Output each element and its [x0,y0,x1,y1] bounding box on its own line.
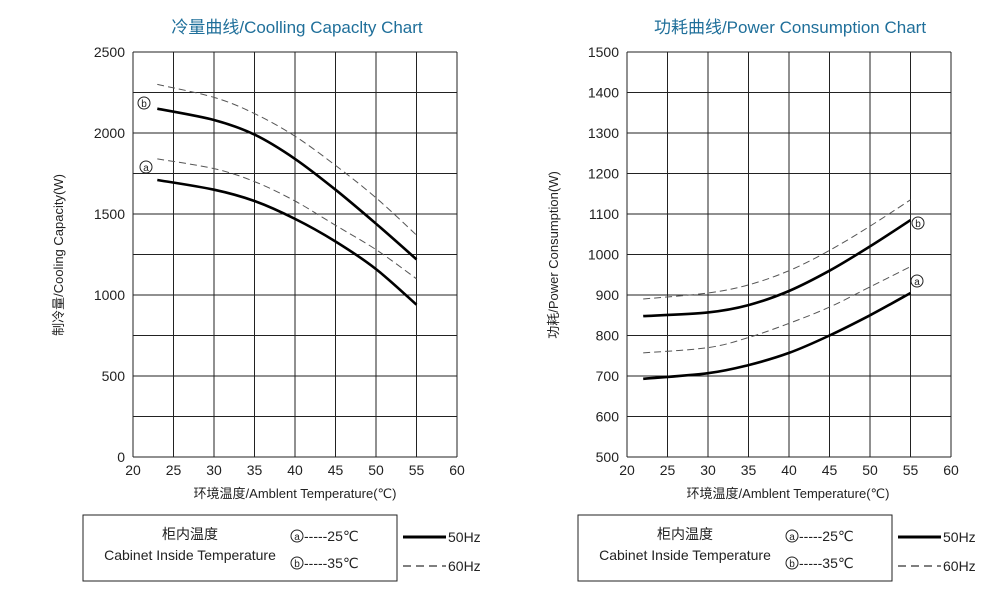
marker-a-icon [785,529,799,543]
cooling-x-tick-label: 25 [166,462,182,478]
cooling-y-tick-label: 500 [102,368,126,384]
power-chart-title: 功耗曲线/Power Consumption Chart [654,18,926,37]
power-x-tick-label: 60 [943,462,959,478]
legend-dash-label: 60Hz [448,558,481,574]
cooling-x-axis-label: 环境温度/Amblent Temperature(℃) [194,486,397,501]
power-marker-b-icon [911,216,925,230]
marker-b-icon [290,556,304,570]
power-y-tick-label: 500 [596,449,620,465]
cooling-x-tick-label: 40 [287,462,303,478]
power-y-tick-label: 800 [596,328,620,344]
cooling-marker-b-letter: b [141,99,147,110]
power-ticks: 20 25 30 35 40 45 50 55 60 500 600 700 800 900 1000 110… [588,44,959,478]
cooling-x-tick-label: 55 [409,462,425,478]
legend-solid-label: 50Hz [943,529,976,545]
power-y-axis-label: 功耗/Power Consumption(W) [546,171,561,339]
marker-b-icon [785,556,799,570]
legend-box [577,514,893,582]
cooling-y-tick-label: 1000 [94,287,125,303]
marker-b-letter: b [294,559,300,570]
cooling-x-tick-label: 20 [125,462,141,478]
legend-dash-label: 60Hz [943,558,976,574]
power-x-tick-label: 50 [862,462,878,478]
power-y-tick-label: 1100 [589,206,619,222]
marker-b-letter: b [789,559,795,570]
cooling-chart-title: 冷量曲线/Coolling Capaclty Chart [171,18,423,37]
power-series-a-50hz-line [643,291,912,381]
legend-b-label: -----35℃ [799,555,854,571]
power-y-tick-label: 1300 [588,125,619,141]
power-series-b-60hz-line [643,199,911,300]
power-y-tick-label: 900 [596,287,620,303]
legend-zh-label: 柜内温度 [162,526,218,542]
power-marker-b-letter: b [915,219,921,230]
power-x-tick-label: 30 [700,462,716,478]
power-y-tick-label: 1000 [588,247,619,263]
cooling-x-tick-label: 45 [328,462,344,478]
power-marker-a-icon [910,274,924,288]
legend-en-label: Cabinet Inside Temperature [599,547,771,563]
power-x-tick-label: 55 [903,462,919,478]
cooling-x-tick-label: 50 [368,462,384,478]
legend-en-label: Cabinet Inside Temperature [104,547,276,563]
power-series: ba [643,199,925,381]
power-x-tick-label: 35 [741,462,757,478]
legend-right: 柜内温度 Cabinet Inside Temperature a -----2… [577,514,976,582]
power-y-tick-label: 1200 [588,166,619,182]
power-series-a-60hz-line [643,266,911,354]
power-y-tick-label: 600 [596,409,620,425]
cooling-marker-a-letter: a [143,163,149,174]
cooling-y-tick-label: 0 [117,449,125,465]
marker-a-icon [290,529,304,543]
legend-a-label: -----25℃ [304,528,359,544]
marker-a-letter: a [294,532,300,543]
cooling-x-tick-label: 35 [247,462,263,478]
cooling-series-a-60hz-line [157,158,417,280]
marker-a-letter: a [789,532,795,543]
legend-left: 柜内温度 Cabinet Inside Temperature a -----2… [82,514,481,582]
power-y-tick-label: 1500 [588,44,619,60]
legend-a-label: -----25℃ [799,528,854,544]
cooling-x-tick-label: 30 [206,462,222,478]
power-series-b-50hz-line [643,219,912,318]
power-consumption-chart: 功耗曲线/Power Consumption Chart ba 20 25 30 35… [546,18,959,501]
cooling-series-b-60hz-line [157,83,417,236]
power-grid [626,51,952,458]
power-x-tick-label: 25 [660,462,676,478]
cooling-series: ba [137,83,418,306]
cooling-y-tick-label: 2500 [94,44,125,60]
cooling-series-b-50hz-line [157,107,418,261]
cooling-capacity-chart: 冷量曲线/Coolling Capaclty Chart ba 20 25 30 35… [51,18,465,501]
power-y-tick-label: 700 [596,368,620,384]
cooling-y-axis-label: 制冷量/Cooling Capacity(W) [51,174,66,336]
power-x-axis-label: 环境温度/Amblent Temperature(℃) [687,486,890,501]
cooling-x-tick-label: 60 [449,462,465,478]
power-marker-a-letter: a [914,277,920,288]
cooling-series-a-50hz-line [157,178,418,306]
cooling-marker-a-icon [139,160,153,174]
power-x-tick-label: 20 [619,462,635,478]
cooling-y-tick-label: 1500 [94,206,125,222]
cooling-ticks: 20 25 30 35 40 45 50 55 60 0 500 1000 1500 2000 2500 [94,44,465,478]
power-x-tick-label: 40 [781,462,797,478]
power-y-tick-label: 1400 [588,85,619,101]
cooling-grid [132,51,458,458]
cooling-marker-b-icon [137,96,151,110]
cooling-y-tick-label: 2000 [94,125,125,141]
legend-b-label: -----35℃ [304,555,359,571]
legend-zh-label: 柜内温度 [657,526,713,542]
legend-box [82,514,398,582]
legend-solid-label: 50Hz [448,529,481,545]
power-x-tick-label: 45 [822,462,838,478]
